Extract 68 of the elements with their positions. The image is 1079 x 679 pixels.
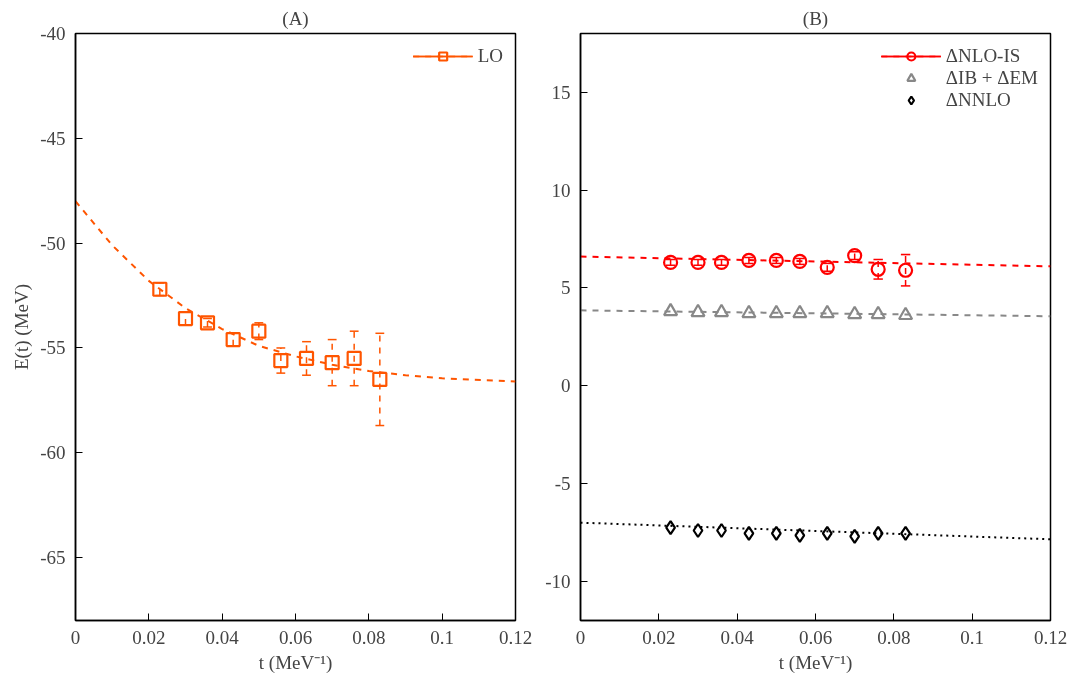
point — [690, 254, 706, 271]
point — [177, 311, 194, 327]
y-tick-label: 15 — [551, 81, 571, 103]
legend-label: LO — [477, 45, 503, 67]
y-tick-label: 5 — [561, 277, 571, 299]
y-tick-label: -10 — [545, 570, 571, 592]
x-tick-label: 0.08 — [877, 626, 911, 648]
chart-title: (A) — [282, 7, 309, 30]
point — [770, 525, 782, 542]
x-tick-label: 0.1 — [430, 626, 455, 648]
point — [794, 527, 806, 543]
legend-label: ΔNLO-IS — [945, 45, 1021, 67]
point — [870, 305, 886, 320]
y-tick-label: -5 — [554, 473, 571, 495]
point — [897, 262, 914, 278]
point — [897, 306, 914, 321]
point — [273, 352, 289, 369]
x-tick-label: 0.02 — [642, 626, 676, 648]
point — [847, 305, 863, 320]
x-tick-label: 0.04 — [720, 626, 755, 648]
x-axis-title: t (MeV⁻¹) — [258, 651, 333, 674]
x-axis-title: t (MeV⁻¹) — [778, 651, 853, 674]
point — [692, 522, 704, 539]
y-tick-label: -40 — [40, 23, 66, 44]
point — [741, 304, 757, 319]
y-tick-label: -60 — [40, 442, 66, 464]
point — [821, 525, 833, 542]
y-tick-label: 0 — [561, 375, 571, 397]
x-tick-label: 0.12 — [498, 626, 533, 648]
point — [872, 525, 884, 542]
point — [713, 254, 730, 271]
point — [900, 525, 912, 542]
x-tick-label: 0.02 — [132, 626, 166, 648]
y-tick-label: -55 — [40, 337, 66, 359]
y-tick-label: -50 — [40, 232, 66, 254]
y-axis-title: E(t) (MeV) — [11, 284, 34, 370]
point — [713, 303, 730, 318]
x-tick-label: 0.1 — [960, 626, 985, 648]
point — [372, 371, 388, 388]
point — [298, 350, 315, 367]
point — [849, 528, 861, 544]
point — [690, 303, 706, 318]
point — [662, 302, 679, 317]
point — [324, 355, 340, 371]
x-tick-label: 0 — [70, 626, 81, 648]
point — [225, 331, 241, 348]
point — [741, 252, 757, 269]
x-tick-label: 0.08 — [352, 626, 386, 648]
x-tick-label: 0.04 — [205, 626, 240, 648]
x-tick-label: 0.06 — [798, 626, 833, 648]
point — [743, 525, 755, 542]
y-tick-label: 10 — [551, 179, 571, 201]
point — [662, 254, 679, 271]
x-tick-label: 0.12 — [1033, 626, 1068, 648]
y-tick-label: -45 — [40, 127, 66, 149]
legend-label: ΔNNLO — [945, 89, 1011, 111]
point — [792, 253, 808, 270]
y-tick-label: -65 — [40, 547, 66, 569]
x-tick-label: 0.06 — [278, 626, 313, 648]
point — [768, 304, 784, 319]
point — [665, 519, 677, 536]
point — [819, 304, 835, 319]
point — [768, 252, 784, 269]
legend-label: ΔIB + ΔEM — [945, 67, 1038, 89]
x-tick-label: 0 — [575, 626, 586, 648]
chart-title: (B) — [802, 7, 829, 30]
point — [792, 304, 808, 319]
point — [346, 350, 362, 367]
